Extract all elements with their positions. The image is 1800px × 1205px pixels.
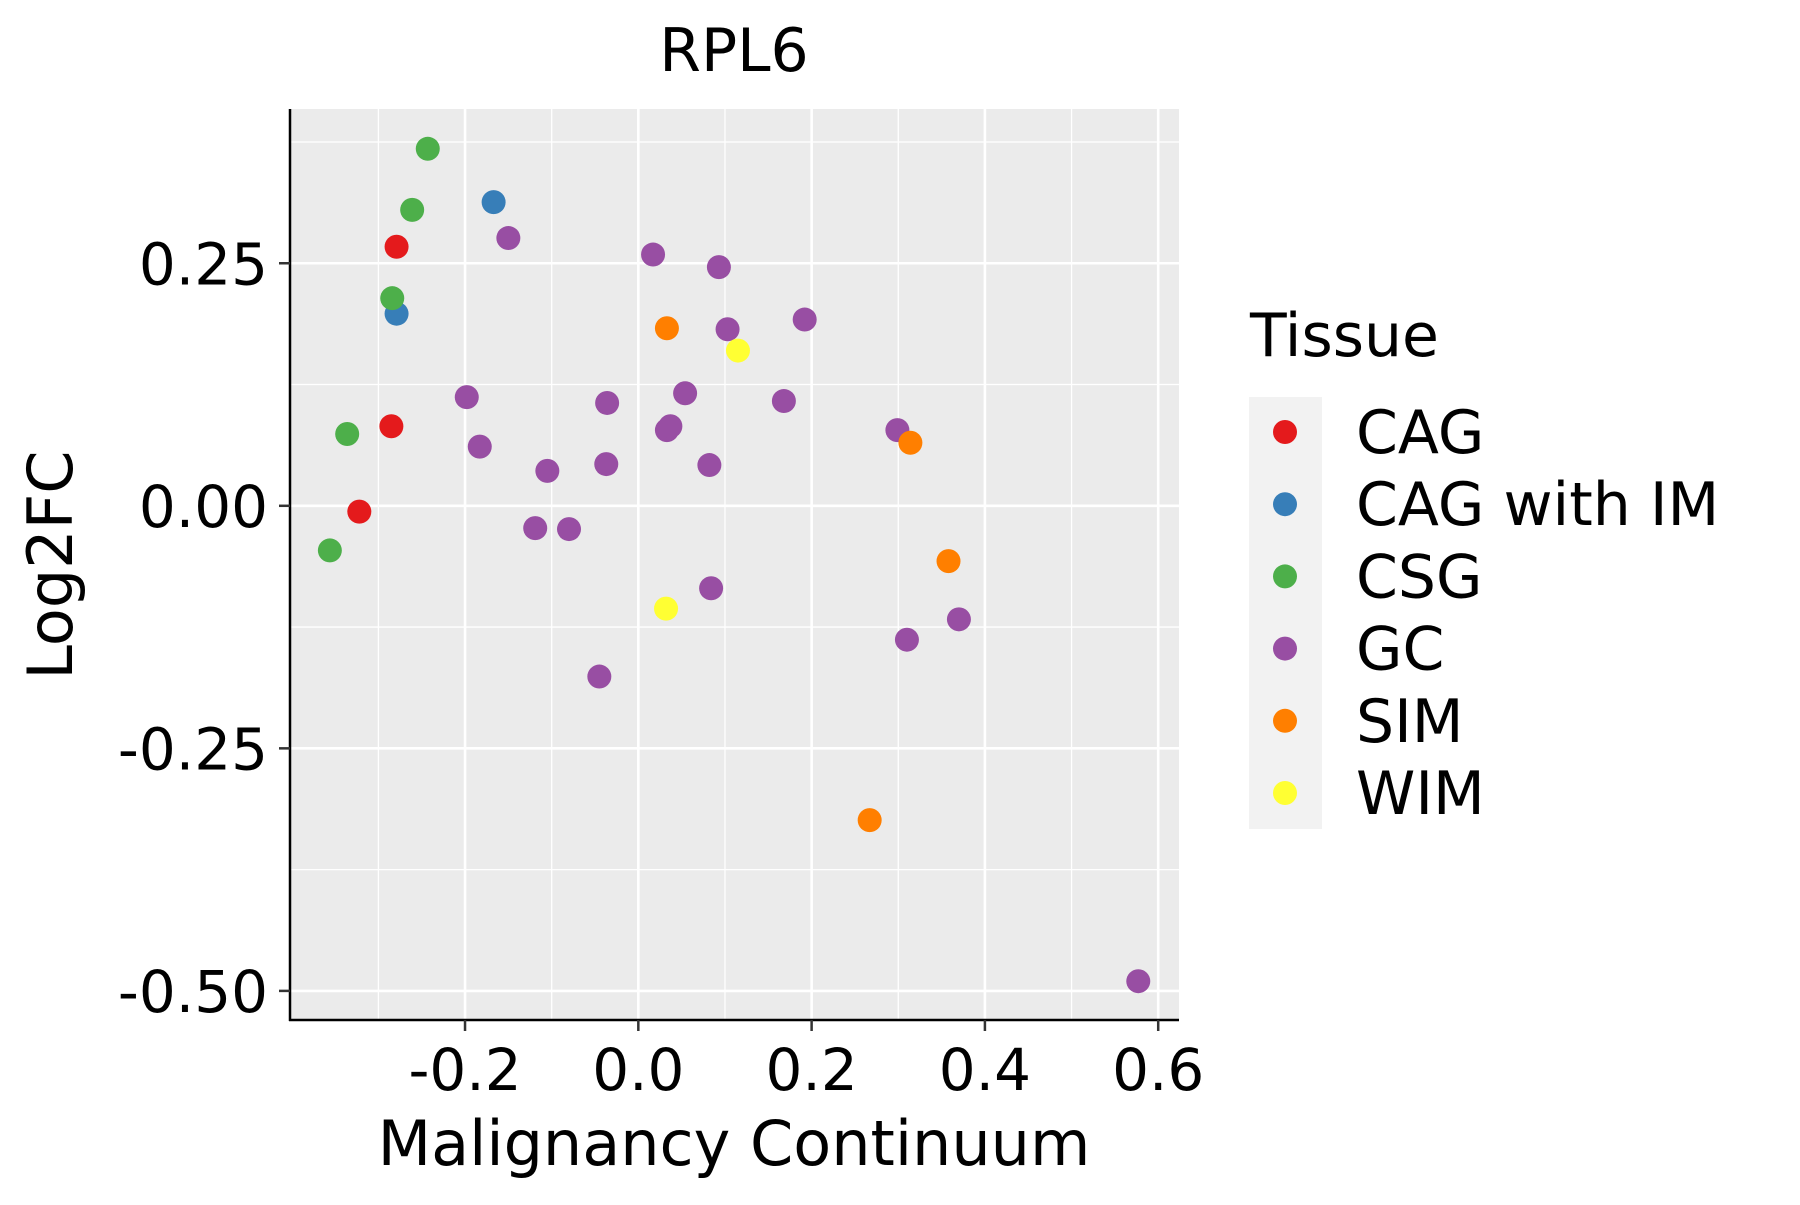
data-point-csg — [335, 422, 360, 447]
data-point-gc — [894, 627, 919, 652]
legend-label: SIM — [1356, 687, 1464, 757]
data-point-gc — [641, 242, 666, 267]
data-point-gc — [594, 452, 619, 477]
data-point-wim — [654, 596, 679, 621]
legend-label: CAG with IM — [1356, 470, 1719, 540]
legend-key-icon — [1273, 708, 1297, 733]
data-point-gc — [496, 226, 521, 251]
grid-lines — [290, 109, 1179, 1020]
legend-title: Tissue — [1249, 301, 1439, 371]
legend-label: WIM — [1356, 759, 1485, 829]
legend-key-icon — [1273, 781, 1297, 805]
data-point-gc — [595, 390, 620, 415]
x-tick-label: 0.4 — [939, 1036, 1031, 1104]
x-tick-label: -0.2 — [408, 1036, 521, 1104]
legend-key-icon — [1273, 636, 1297, 661]
x-tick-label: 0.2 — [765, 1036, 857, 1104]
data-point-cag-with-im — [481, 190, 506, 215]
data-point-csg — [400, 197, 425, 222]
y-tick-label: -0.25 — [118, 715, 268, 783]
y-axis-title: Log2FC — [14, 450, 87, 679]
axis-ticks: -0.2 0.0 0.2 0.4 0.6 0.25 0.00 -0.25 -0.50 — [118, 230, 1204, 1104]
legend-label: CSG — [1356, 542, 1482, 612]
data-point-gc — [946, 607, 971, 632]
data-point-gc — [792, 307, 817, 332]
data-point-csg — [317, 538, 342, 563]
legend-key-icon — [1273, 420, 1297, 444]
data-point-csg — [380, 286, 405, 311]
legend-label: CAG — [1356, 398, 1484, 468]
data-point-gc — [535, 458, 560, 483]
x-tick-label: 0.0 — [592, 1036, 684, 1104]
data-point-gc — [697, 453, 722, 478]
legend-key-background — [1249, 397, 1322, 829]
data-point-cag — [384, 234, 409, 259]
chart-title: RPL6 — [659, 16, 808, 86]
plot-panel — [290, 109, 1179, 1020]
data-point-cag — [379, 414, 404, 439]
data-point-gc — [587, 664, 612, 689]
data-point-sim — [936, 549, 961, 574]
y-tick-label: 0.00 — [139, 473, 268, 541]
legend-label: GC — [1356, 615, 1444, 685]
data-point-gc — [557, 517, 582, 542]
data-point-gc — [771, 389, 796, 414]
y-tick-label: -0.50 — [118, 958, 268, 1026]
data-point-gc — [658, 414, 683, 439]
data-point-gc — [523, 516, 548, 541]
legend-key-icon — [1273, 564, 1297, 589]
legend-key-icon — [1273, 492, 1297, 517]
data-point-gc — [1126, 969, 1151, 994]
data-points — [317, 136, 1151, 994]
x-tick-label: 0.6 — [1112, 1036, 1204, 1104]
data-point-sim — [857, 808, 882, 833]
data-point-cag — [347, 499, 372, 524]
data-point-gc — [715, 317, 740, 342]
data-point-sim — [898, 430, 923, 455]
data-point-wim — [725, 338, 750, 363]
x-axis-title: Malignancy Continuum — [378, 1107, 1091, 1180]
data-point-gc — [454, 385, 479, 410]
y-tick-label: 0.25 — [139, 230, 268, 298]
data-point-gc — [673, 381, 698, 406]
data-point-sim — [654, 316, 679, 341]
data-point-gc — [706, 255, 731, 280]
data-point-gc — [699, 576, 724, 601]
data-point-csg — [415, 136, 440, 161]
data-point-gc — [467, 434, 492, 459]
